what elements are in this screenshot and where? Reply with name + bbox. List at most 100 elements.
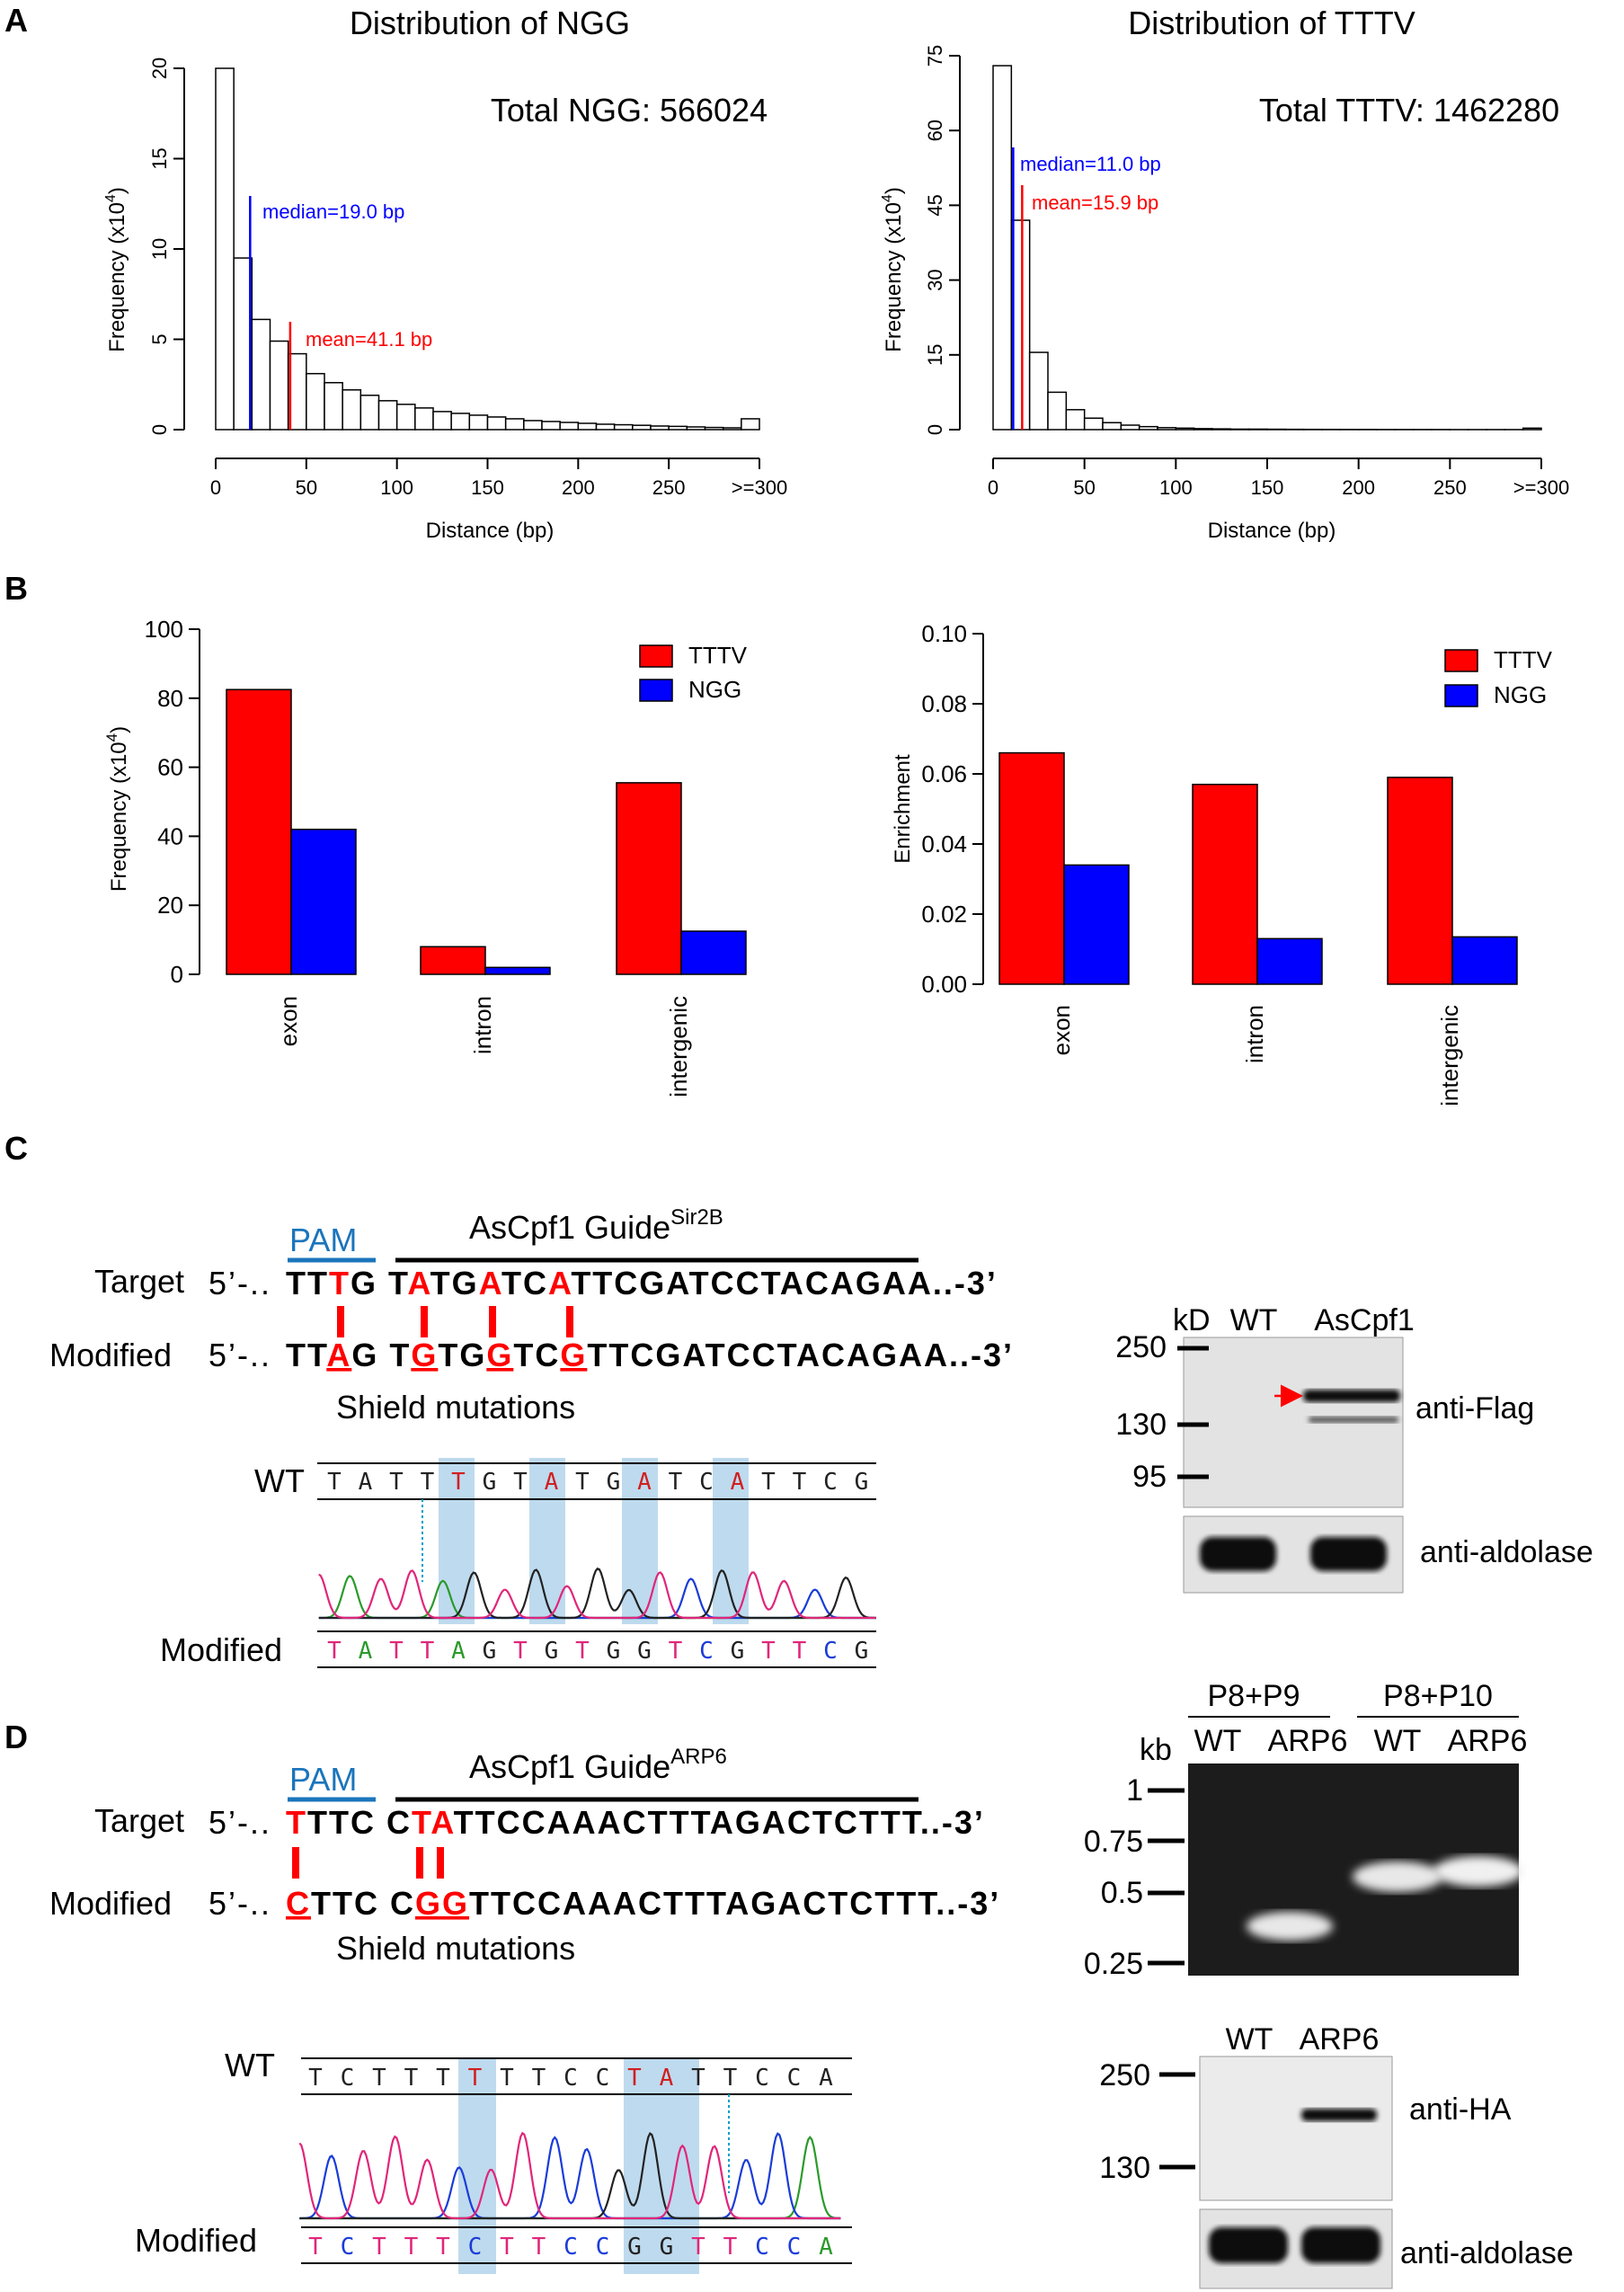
mean-label: mean=41.1 bp (306, 328, 432, 351)
panel-label-b: B (4, 570, 28, 607)
base-C: C (699, 1638, 714, 1665)
marker-1kb: 1 (1126, 1773, 1143, 1808)
base-G: G (483, 1638, 497, 1665)
x-axis: 0 50 100 150 200 250 >=300 (988, 458, 1569, 499)
y-tick-label: 60 (157, 754, 183, 781)
bar-ngg-intergenic (680, 930, 747, 975)
five-prime-label: 5’-.. (209, 1337, 271, 1373)
x-tick-label: 100 (380, 476, 413, 499)
band-arp6-p8p9 (1247, 1912, 1333, 1941)
base-T: T (308, 2065, 323, 2092)
histogram-bar (1175, 427, 1195, 431)
band-ha (1301, 2109, 1377, 2121)
sequence-segment: TG (430, 1265, 479, 1301)
histogram-bar (595, 423, 616, 431)
base-C: C (755, 2065, 769, 2092)
target-sequence: TTTG TATGATCATTCGATCCTACAGAA..-3’ (286, 1265, 998, 1301)
base-T: T (389, 1638, 404, 1665)
base-A: A (660, 2065, 674, 2092)
mutated-base: G (486, 1337, 513, 1373)
base-G: G (627, 2234, 642, 2261)
y-tick-label: 100 (145, 616, 183, 643)
base-T: T (372, 2234, 386, 2261)
histogram-bar (541, 421, 561, 431)
bar-tttv-exon (998, 751, 1065, 985)
mean-label: mean=15.9 bp (1032, 191, 1158, 214)
x-tick-label: 50 (296, 476, 317, 499)
modified-label: Modified (49, 1885, 172, 1922)
anti-flag-label: anti-Flag (1415, 1391, 1534, 1426)
total-count: Total TTTV: 1462280 (1259, 92, 1559, 129)
y-tick-label: 60 (924, 120, 946, 141)
sequence-segment: TTCGATCCTACAGAA..-3’ (571, 1265, 998, 1301)
base-C: C (596, 2065, 610, 2092)
y-axis-label: Frequency (x104) (103, 187, 129, 352)
sequence-segment: T (389, 1337, 411, 1373)
anti-aldolase-label: anti-aldolase (1420, 1535, 1593, 1569)
base-C: C (787, 2065, 802, 2092)
histogram-bar (269, 340, 289, 431)
base-C: C (787, 2234, 802, 2261)
histogram-bar (1065, 409, 1086, 431)
histogram-bar (1028, 351, 1049, 431)
legend: TTTV NGG (639, 642, 748, 703)
band-arp6-p8p10 (1433, 1856, 1523, 1887)
base-C: C (341, 2234, 355, 2261)
y-tick-label: 0 (171, 961, 183, 988)
band-flag-minor (1309, 1417, 1398, 1423)
base-T: T (404, 2065, 419, 2092)
base-G: G (483, 1469, 497, 1496)
x-tick-label: 250 (652, 476, 686, 499)
mutation-connectors (337, 1306, 573, 1337)
y-axis-label: Enrichment (891, 754, 915, 864)
base-C: C (699, 1469, 714, 1496)
y-tick-label: 0.02 (921, 901, 967, 928)
histogram-bar (324, 381, 343, 431)
base-T: T (500, 2234, 514, 2261)
histogram-bar (450, 413, 471, 431)
mutated-base: T (329, 1265, 351, 1301)
histogram-bar (613, 423, 634, 431)
y-axis: 0.00 0.02 0.04 0.06 0.08 0.10 (921, 620, 984, 998)
category-label-intergenic: intergenic (665, 996, 692, 1097)
mutated-base: A (407, 1265, 430, 1301)
y-tick-label: 30 (924, 269, 946, 290)
base-T: T (513, 1638, 528, 1665)
mutated-base: A (548, 1265, 572, 1301)
y-axis: 0 20 40 60 80 100 (145, 616, 200, 988)
lane-label-arp6: ARP6 (1300, 2022, 1380, 2057)
group-label-p8p10: P8+P10 (1383, 1679, 1493, 1713)
bar-ngg-exon (290, 828, 357, 975)
histogram-bar (650, 425, 670, 431)
base-T: T (532, 2065, 546, 2092)
mutated-base: A (326, 1337, 351, 1373)
histogram-bar (1522, 427, 1542, 431)
x-axis-label: Distance (bp) (426, 519, 555, 543)
base-T: T (723, 2065, 738, 2092)
histogram-bar (486, 416, 507, 431)
mutated-base: C (286, 1885, 311, 1922)
y-tick-label: 5 (148, 333, 171, 344)
modified-sequence: CTTC CGGTTCCAAACTTTAGACTCTTT..-3’ (286, 1885, 1000, 1922)
y-tick-label: 40 (157, 822, 183, 849)
lane-label: ARP6 (1268, 1724, 1348, 1758)
histogram-bar (668, 425, 688, 431)
histogram-bars (215, 67, 760, 431)
chart-title: Distribution of TTTV (1128, 4, 1415, 41)
y-axis: 0 5 10 15 20 (148, 58, 185, 435)
five-prime-label: 5’-.. (209, 1265, 271, 1301)
base-T: T (421, 1638, 435, 1665)
lane-label: WT (1194, 1724, 1242, 1758)
base-T: T (575, 1469, 590, 1496)
histogram-bar (377, 400, 398, 431)
base-T: T (669, 1469, 683, 1496)
lane-label: ARP6 (1448, 1724, 1528, 1758)
histogram-bar (395, 404, 416, 431)
histogram-bar (741, 418, 760, 431)
histogram-bar (1102, 422, 1123, 431)
base-G: G (660, 2234, 674, 2261)
base-A: A (731, 1469, 745, 1496)
panel-d-sequence: PAM AsCpf1 GuideARP6 Target 5’-.. TTTC C… (49, 1745, 1000, 2274)
